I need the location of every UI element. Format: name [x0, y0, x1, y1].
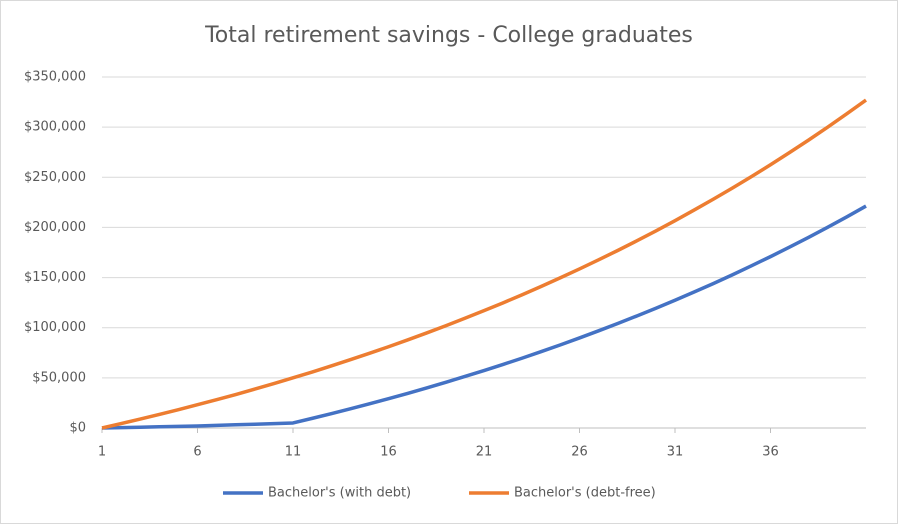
x-tick-label: 31 [667, 445, 684, 460]
y-tick-label: $100,000 [24, 320, 86, 335]
y-tick-label: $350,000 [24, 70, 86, 85]
x-tick-label: 1 [98, 445, 106, 460]
y-tick-label: $250,000 [24, 170, 86, 185]
y-tick-label: $200,000 [24, 220, 86, 235]
y-tick-label: $50,000 [32, 370, 86, 385]
x-tick-label: 21 [476, 445, 493, 460]
series-line [101, 98, 868, 430]
x-tick-label: 6 [193, 445, 201, 460]
x-tick-label: 16 [380, 445, 397, 460]
legend-label: Bachelor's (with debt) [268, 486, 411, 501]
x-tick-label: 36 [762, 445, 779, 460]
y-tick-label: $0 [69, 421, 86, 436]
y-tick-label: $300,000 [24, 120, 86, 135]
y-tick-label: $150,000 [24, 270, 86, 285]
series-line [101, 204, 867, 430]
chart-title: Total retirement savings - College gradu… [204, 23, 693, 48]
x-tick-label: 26 [571, 445, 588, 460]
x-tick-label: 11 [285, 445, 302, 460]
legend-label: Bachelor's (debt-free) [514, 486, 656, 501]
